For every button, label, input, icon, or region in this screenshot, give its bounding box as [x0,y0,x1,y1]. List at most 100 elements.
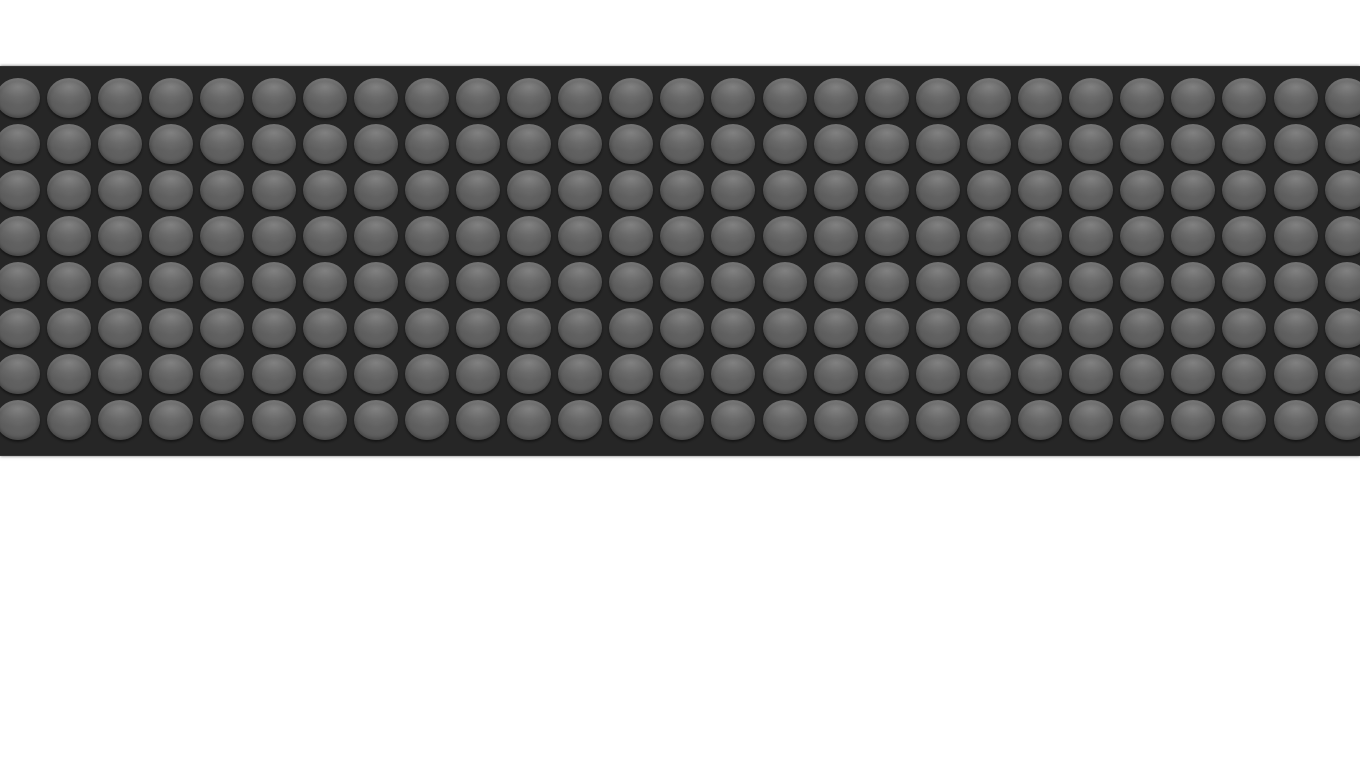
led-dot [711,124,756,164]
led-dot [404,308,449,348]
led-dot [864,216,909,256]
led-dot [864,78,909,118]
led-dot [609,170,654,210]
led-dot [1018,124,1062,164]
led-dot [1324,354,1360,394]
led-dot [609,308,654,348]
led-dot [455,170,500,210]
led-dot [966,400,1011,440]
led-dot [98,170,143,210]
led-dot [0,78,40,118]
led-dot [149,216,194,256]
led-dot [98,78,143,118]
led-dot [609,216,654,256]
led-dot [558,78,603,118]
led-dot [0,400,40,440]
led-dot [302,170,347,210]
led-dot [915,354,960,394]
led-dot [353,170,398,210]
led-dot [762,124,807,164]
led-dot [404,354,449,394]
led-dot [762,216,807,256]
led-dot [0,262,40,302]
led-dot [660,308,705,348]
led-dot [0,354,40,394]
led-dot [1273,124,1318,164]
led-dot [1222,78,1267,118]
led-dot [98,354,143,394]
led-dot [251,262,296,302]
led-dot [762,308,807,348]
led-dot [558,216,603,256]
led-dot [762,170,807,210]
led-dot [762,400,807,440]
led-dot [762,78,807,118]
led-dot [1171,78,1216,118]
led-dot [1171,308,1216,348]
led-dot [1120,78,1165,118]
led-dot [558,262,603,302]
led-dot [813,124,858,164]
led-dot [353,262,398,302]
led-dot [558,400,603,440]
led-dot [966,354,1011,394]
led-dot [1069,170,1114,210]
led-dot [302,262,347,302]
led-dot [660,124,705,164]
led-dot [1222,124,1267,164]
led-dot [507,170,551,210]
led-dot [1069,78,1114,118]
led-dot [47,78,92,118]
led-dot [1120,170,1165,210]
led-dot [455,124,500,164]
led-dot [353,400,398,440]
led-row [0,216,1360,260]
led-dot [813,78,858,118]
led-dot [915,216,960,256]
led-dot [404,216,449,256]
led-dot [47,170,92,210]
led-dot [455,78,500,118]
led-dot [251,170,296,210]
led-dot [1171,124,1216,164]
led-dot [660,262,705,302]
led-dot [915,400,960,440]
led-dot [1324,400,1360,440]
led-dot [404,262,449,302]
led-dot [149,354,194,394]
led-dot [98,308,143,348]
led-dot [455,308,500,348]
led-dot [711,400,756,440]
led-dot [915,78,960,118]
led-dot [1273,78,1318,118]
led-dot [1018,262,1062,302]
led-dot [1324,262,1360,302]
led-dot [507,308,551,348]
led-dot [1222,308,1267,348]
led-dot [1171,262,1216,302]
led-dot [404,170,449,210]
led-dot [251,400,296,440]
led-dot [1222,170,1267,210]
led-dot [404,78,449,118]
led-dot [200,170,245,210]
led-row [0,308,1360,352]
led-dot [302,354,347,394]
led-dot [1324,78,1360,118]
led-dot [966,78,1011,118]
led-dot [47,124,92,164]
led-dot [762,354,807,394]
led-dot [609,400,654,440]
led-dot [1018,216,1062,256]
led-dot [864,400,909,440]
led-dot [762,262,807,302]
led-dot [353,308,398,348]
led-dot [660,78,705,118]
led-dot [558,308,603,348]
led-dot [558,170,603,210]
led-dot [660,400,705,440]
led-dot [1069,124,1114,164]
led-dot [98,124,143,164]
led-dot [404,124,449,164]
led-row [0,400,1360,444]
